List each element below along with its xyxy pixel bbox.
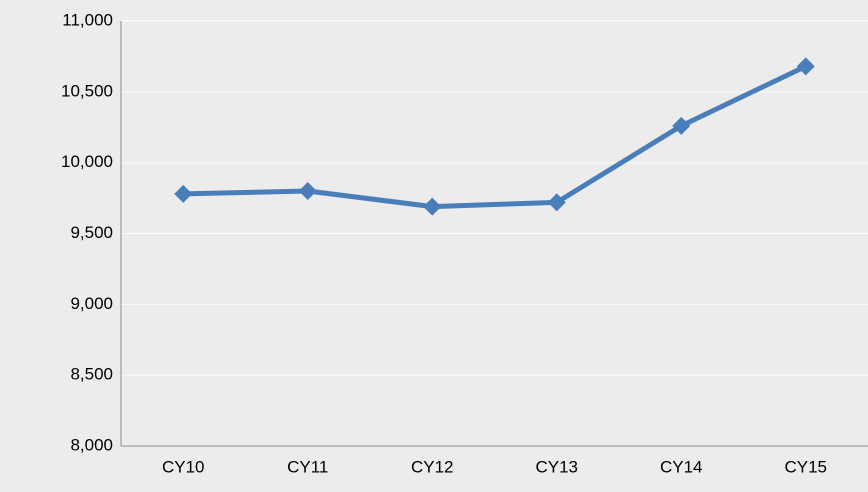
y-tick-label: 8,000 <box>70 435 113 454</box>
x-tick-label: CY14 <box>660 457 703 476</box>
y-tick-label: 10,500 <box>61 81 113 100</box>
line <box>183 64 807 210</box>
y-tick-label: 10,000 <box>61 152 113 171</box>
x-tick-label: CY11 <box>287 457 328 476</box>
y-tick-label: 8,500 <box>70 365 113 384</box>
x-tick-label: CY12 <box>411 457 454 476</box>
marker <box>298 182 317 200</box>
y-tick-label: 11,000 <box>62 10 113 29</box>
y-tick-label: 9,500 <box>70 223 113 242</box>
marker <box>423 197 442 216</box>
x-tick-label: CY15 <box>784 457 827 476</box>
marker <box>174 184 193 203</box>
marker <box>547 193 566 212</box>
x-tick-label: CY13 <box>535 457 578 476</box>
y-tick-label: 9,000 <box>70 294 113 313</box>
marker <box>672 116 691 135</box>
marker <box>796 57 815 76</box>
x-tick-label: CY10 <box>162 457 205 476</box>
